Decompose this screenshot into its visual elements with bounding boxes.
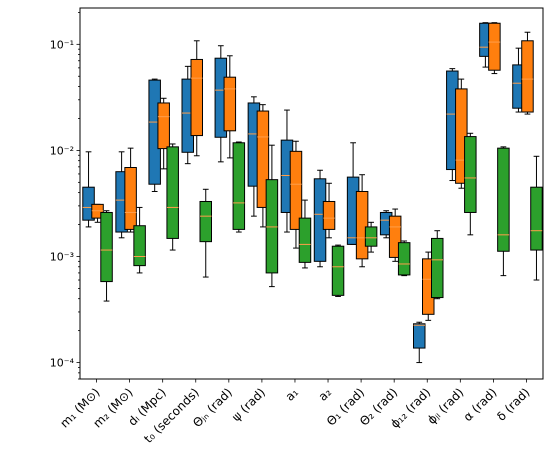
- axes-frame: [79, 7, 544, 380]
- box-s2-c3: [199, 188, 212, 278]
- box-iqr: [100, 211, 113, 283]
- box-s2-c4: [232, 141, 246, 233]
- box-iqr: [331, 245, 345, 296]
- y-axis: 10⁻⁴ 10⁻³ 10⁻² 10⁻¹: [50, 11, 80, 380]
- y-tick-label: 10⁻³: [50, 250, 74, 263]
- box-iqr: [133, 225, 146, 267]
- box-iqr: [223, 76, 237, 132]
- box-s1-c8: [355, 174, 369, 268]
- box-s2-c7: [331, 244, 345, 297]
- box-s1-c0: [91, 203, 104, 223]
- box-iqr: [190, 58, 203, 137]
- box-s2-c13: [530, 155, 543, 281]
- box-s1-c3: [190, 40, 203, 157]
- box-iqr: [530, 186, 543, 251]
- box-iqr: [497, 147, 510, 252]
- box-iqr: [464, 136, 477, 213]
- box-iqr: [265, 179, 279, 274]
- box-s1-c7: [322, 182, 336, 239]
- box-s1-c12: [488, 22, 501, 75]
- box-iqr: [91, 203, 104, 219]
- y-tick-label: 10⁻²: [50, 144, 74, 157]
- box-iqr: [82, 186, 95, 221]
- y-tick-label: 10⁻⁴: [50, 357, 75, 370]
- box-s2-c6: [298, 199, 312, 269]
- box-iqr: [431, 237, 444, 299]
- box-s2-c9: [397, 240, 411, 277]
- box-iqr: [488, 22, 501, 71]
- box-iqr: [388, 215, 402, 258]
- box-s0-c10: [413, 321, 426, 364]
- box-s2-c0: [100, 210, 113, 302]
- box-s0-c0: [82, 151, 95, 228]
- box-s1-c1: [124, 147, 137, 233]
- box-iqr: [124, 167, 137, 230]
- box-s1-c4: [223, 55, 237, 159]
- box-iqr: [256, 110, 270, 208]
- box-s1-c2: [157, 97, 170, 170]
- y-tick-label: 10⁻¹: [50, 38, 74, 51]
- box-iqr: [397, 242, 411, 276]
- box-iqr: [364, 226, 378, 247]
- box-s2-c11: [464, 132, 477, 236]
- box-s1-c5: [256, 104, 270, 228]
- box-iqr: [413, 323, 426, 349]
- box-s1-c9: [388, 208, 402, 262]
- box-iqr: [289, 150, 303, 230]
- box-iqr: [322, 200, 336, 230]
- box-s2-c10: [431, 230, 444, 300]
- box-iqr: [355, 190, 369, 260]
- box-s2-c5: [265, 144, 279, 288]
- box-iqr: [298, 217, 312, 263]
- box-s2-c1: [133, 206, 146, 274]
- box-s1-c13: [521, 31, 534, 115]
- box-s2-c2: [166, 143, 179, 251]
- box-iqr: [199, 200, 212, 243]
- plot-area: [82, 22, 543, 364]
- box-iqr: [232, 142, 246, 230]
- box-s2-c12: [497, 146, 510, 277]
- box-s1-c6: [289, 140, 303, 249]
- box-iqr: [166, 146, 179, 239]
- box-s2-c8: [364, 221, 378, 253]
- box-iqr: [521, 40, 534, 113]
- box-iqr: [157, 102, 170, 150]
